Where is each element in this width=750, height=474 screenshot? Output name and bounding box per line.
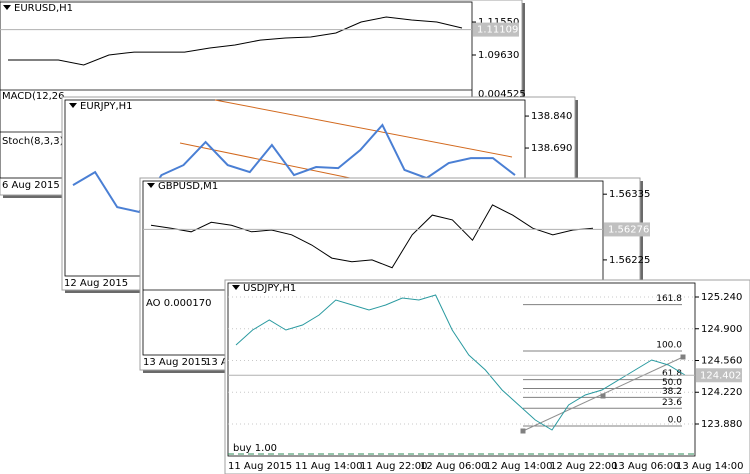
- date-label: 11 Aug 22:00: [360, 461, 427, 472]
- date-label: 13 Aug 06:00: [612, 461, 679, 472]
- price-line: [8, 16, 463, 66]
- date-label: 12 Aug 14:00: [485, 461, 552, 472]
- indicator-label: Stoch(8,3,3) 2: [2, 136, 73, 147]
- date-label: 12 Aug 22:00: [550, 461, 617, 472]
- fib-anchor: [520, 428, 526, 434]
- y-tick-label: 138.690: [531, 143, 572, 154]
- date-label: 11 Aug 14:00: [295, 461, 362, 472]
- date-label: 6 Aug 2015: [2, 180, 60, 191]
- price-label-box: [473, 22, 519, 37]
- symbol-menu-arrow: [147, 183, 155, 188]
- y-tick-label: 123.880: [701, 419, 742, 430]
- symbol-menu-arrow: [69, 103, 77, 108]
- y-tick-label: 138.840: [531, 111, 572, 122]
- price-label: 1.56276: [608, 224, 649, 235]
- y-tick-label: 1.11550: [478, 17, 519, 28]
- fib-label: 61.8: [662, 369, 682, 379]
- fib-label: 0.0: [668, 416, 683, 426]
- trend-line: [179, 142, 351, 179]
- fib-anchor: [680, 354, 686, 360]
- y-tick-label: 124.560: [701, 356, 742, 367]
- y-tick-label: 124.220: [701, 387, 742, 398]
- plot-frame: [227, 282, 696, 457]
- fib-label: 161.8: [656, 294, 682, 304]
- price-label-box: [604, 222, 650, 237]
- indicator-label: AO 0.000170: [146, 298, 211, 309]
- fib-label: 100.0: [656, 341, 682, 351]
- date-label: 13 Au: [205, 357, 234, 368]
- symbol-title: GBPUSD,M1: [158, 181, 218, 192]
- symbol-menu-arrow: [232, 285, 240, 290]
- price-line: [235, 294, 686, 431]
- y-tick-label: 1.09630: [478, 50, 519, 61]
- date-label: 13 Aug 2015: [143, 357, 207, 368]
- fib-label: 23.6: [662, 398, 682, 408]
- fib-label: 38.2: [662, 387, 682, 397]
- y-tick-label: 124.900: [701, 324, 742, 335]
- date-label: 13 Aug 14:00: [676, 461, 743, 472]
- symbol-title: USDJPY,H1: [243, 283, 296, 294]
- date-label: 11 Aug 2015: [228, 461, 292, 472]
- fib-anchor: [600, 393, 606, 399]
- price-label-box: [696, 368, 742, 383]
- fib-label: 50.0: [662, 378, 682, 388]
- date-label: 12 Aug 06:00: [420, 461, 487, 472]
- y-tick-label: 125.240: [701, 292, 742, 303]
- y-tick-label: 1.56335: [609, 189, 650, 200]
- symbol-title: EURJPY,H1: [80, 101, 133, 112]
- trend-line: [214, 99, 513, 158]
- price-label: 124.402: [700, 370, 741, 381]
- date-label: 12 Aug 2015: [64, 278, 128, 289]
- y-tick-label: 1.56225: [609, 255, 650, 266]
- indicator-label: MACD(12,26,: [2, 91, 68, 102]
- indicator-label: buy 1.00: [233, 443, 277, 454]
- window-frame: [224, 279, 750, 474]
- symbol-menu-arrow: [3, 5, 11, 10]
- chart-window: 125.240 124.900 124.560 124.220 123.880 161.8…: [224, 279, 750, 474]
- symbol-title: EURUSD,H1: [14, 3, 73, 14]
- price-line: [150, 204, 594, 269]
- indicator-scale-label: 0.004525: [478, 89, 526, 100]
- price-label: 1.11109: [477, 25, 518, 36]
